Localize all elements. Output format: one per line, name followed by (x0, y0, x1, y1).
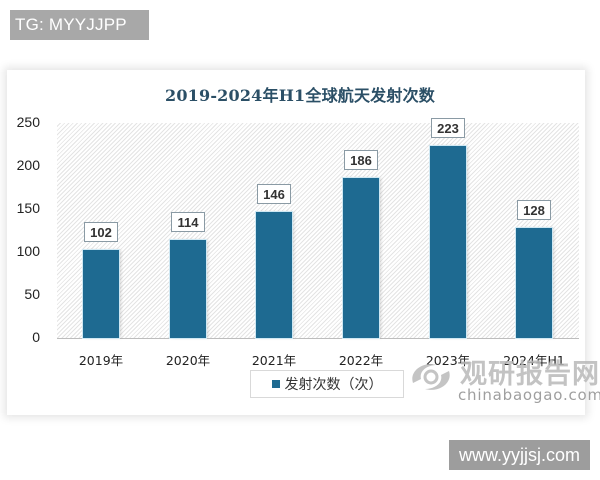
tg-badge: TG: MYYJJPP (10, 10, 149, 40)
watermark-en: chinabaogao.com (458, 386, 600, 404)
plot-area (57, 123, 579, 338)
bar-value-label: 223 (431, 118, 465, 139)
bar-value-label: 128 (517, 199, 551, 220)
y-tick-label: 100 (16, 243, 40, 259)
y-tick-label: 0 (32, 329, 40, 345)
y-tick-label: 150 (16, 200, 40, 216)
x-tick-label: 2023年 (425, 353, 471, 368)
bar (83, 250, 119, 338)
bar (516, 227, 552, 338)
bar-value-label: 102 (84, 222, 118, 243)
x-tick-label: 2022年 (338, 353, 384, 368)
swirl-logo-icon (412, 364, 450, 390)
bar (430, 146, 466, 338)
legend-label: 发射次数（次） (284, 377, 383, 393)
x-tick-label: 2019年 (78, 353, 124, 368)
bar (170, 239, 206, 338)
x-tick-label: 2021年 (251, 353, 297, 368)
bar-value-label: 186 (344, 150, 378, 171)
watermark-cn: 观研报告网 (460, 359, 600, 390)
legend-swatch-icon (271, 380, 280, 388)
url-badge: www.yyjjsj.com (449, 440, 590, 470)
bar (256, 212, 292, 338)
legend: 发射次数（次） (250, 370, 404, 398)
x-tick-label: 2020年 (165, 353, 211, 368)
chart-title: 2019-2024年H1全球航天发射次数 (165, 86, 435, 105)
x-axis-line (57, 338, 579, 339)
y-tick-label: 50 (24, 286, 40, 302)
y-tick-label: 250 (16, 114, 40, 130)
y-tick-label: 200 (16, 157, 40, 173)
bar-value-label: 146 (257, 184, 291, 205)
bar-value-label: 114 (171, 211, 205, 232)
x-tick-label: 2024年H1 (503, 353, 565, 368)
bar (343, 178, 379, 338)
